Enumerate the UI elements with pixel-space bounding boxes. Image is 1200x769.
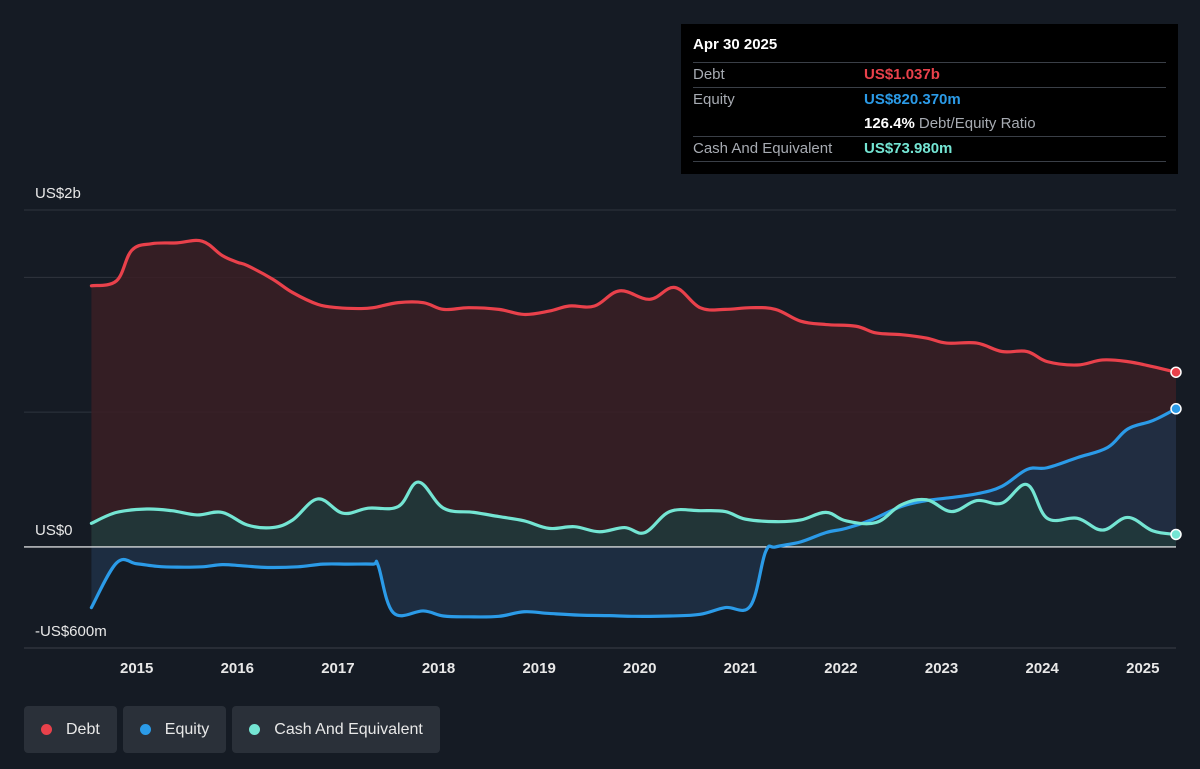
legend-item-cash[interactable]: Cash And Equivalent <box>232 706 440 753</box>
x-tick-label: 2023 <box>925 660 958 677</box>
tooltip-equity-value: US$820.370m <box>864 91 961 108</box>
chart-legend: Debt Equity Cash And Equivalent <box>24 706 440 753</box>
debt-dot-icon <box>41 724 52 735</box>
cash-and-equivalent-end-marker <box>1170 528 1182 541</box>
x-tick-label: 2016 <box>221 660 254 677</box>
x-tick-label: 2018 <box>422 660 455 677</box>
x-tick-label: 2017 <box>321 660 354 677</box>
tooltip-row-debt: Debt US$1.037b <box>693 62 1166 87</box>
x-tick-label: 2015 <box>120 660 153 677</box>
cash-and-equivalent-area <box>91 482 1176 547</box>
equity-end-marker <box>1170 403 1182 415</box>
x-tick-label: 2019 <box>522 660 555 677</box>
tooltip-ratio-value: 126.4% <box>864 115 915 132</box>
data-tooltip: Apr 30 2025 Debt US$1.037b Equity US$820… <box>681 24 1178 174</box>
tooltip-equity-label: Equity <box>693 91 735 108</box>
x-tick-label: 2022 <box>824 660 857 677</box>
end-markers <box>1170 366 1182 541</box>
x-tick-label: 2021 <box>724 660 757 677</box>
x-axis-labels: 2015 2016 2017 2018 2019 2020 2021 2022 2023 2024… <box>120 660 1159 677</box>
cash-and-equivalent-line <box>89 480 1178 537</box>
tooltip-debt-label: Debt <box>693 66 725 83</box>
legend-equity-label: Equity <box>164 720 210 738</box>
y-axis-labels: US$2b US$0 -US$600m <box>35 185 107 640</box>
tooltip-ratio-label: Debt/Equity Ratio <box>918 115 1036 132</box>
y-tick-label: US$0 <box>35 522 73 539</box>
tooltip-cash-value: US$73.980m <box>864 140 953 157</box>
debt-area <box>91 240 1176 547</box>
debt-line <box>89 238 1178 374</box>
equity-line <box>89 407 1178 619</box>
x-tick-label: 2020 <box>623 660 656 677</box>
y-tick-label: -US$600m <box>35 623 107 640</box>
debt-end-marker <box>1170 366 1182 378</box>
tooltip-row-equity: Equity US$820.370m <box>693 87 1166 112</box>
tooltip-row-ratio: 126.4% Debt/Equity Ratio <box>693 112 1166 136</box>
series-areas <box>91 240 1176 617</box>
tooltip-cash-label: Cash And Equivalent <box>693 140 833 157</box>
tooltip-row-cash: Cash And Equivalent US$73.980m <box>693 136 1166 162</box>
x-tick-label: 2025 <box>1126 660 1159 677</box>
legend-debt-label: Debt <box>66 720 100 738</box>
series-lines <box>89 238 1178 619</box>
cash-dot-icon <box>249 724 261 735</box>
legend-item-debt[interactable]: Debt <box>24 706 117 753</box>
legend-item-equity[interactable]: Equity <box>122 706 227 753</box>
tooltip-date: Apr 30 2025 <box>693 36 778 53</box>
equity-dot-icon <box>139 724 151 735</box>
legend-cash-label: Cash And Equivalent <box>274 720 423 738</box>
tooltip-debt-value: US$1.037b <box>864 66 940 83</box>
y-tick-label: US$2b <box>35 185 81 202</box>
x-tick-label: 2024 <box>1025 660 1059 677</box>
